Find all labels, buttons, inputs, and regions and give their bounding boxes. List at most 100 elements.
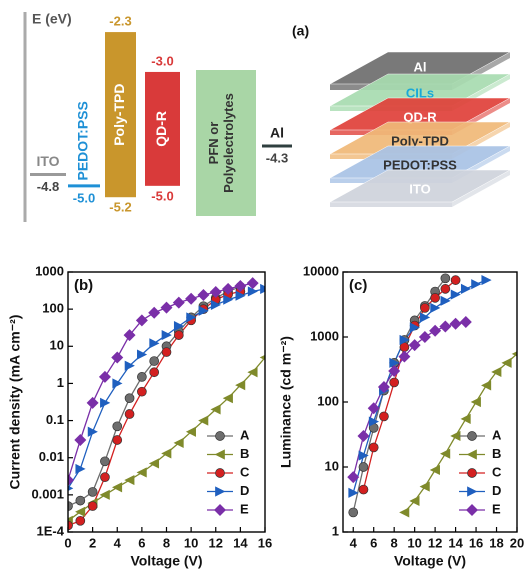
marker xyxy=(113,422,122,431)
level-label: -5.0 xyxy=(151,188,173,203)
plot-area xyxy=(348,274,522,517)
level-label: -3.0 xyxy=(151,53,173,68)
marker xyxy=(359,451,368,460)
axis-label: E (eV) xyxy=(32,11,72,27)
x-tick-label: 20 xyxy=(510,535,524,550)
series-line xyxy=(68,283,253,480)
series-line xyxy=(68,358,265,521)
legend-label: B xyxy=(240,446,249,461)
layer-name: ITO xyxy=(409,181,430,196)
y-tick-label: 1 xyxy=(332,523,339,538)
x-tick-label: 16 xyxy=(258,535,272,550)
material-name-box: PFN or Polyelectrolytes xyxy=(206,73,246,213)
marker xyxy=(113,379,122,388)
x-tick-label: 10 xyxy=(184,535,198,550)
marker xyxy=(359,463,368,472)
level-label: -4.3 xyxy=(266,150,288,165)
level-label: -5.0 xyxy=(73,190,95,205)
level-label: -5.2 xyxy=(109,200,131,215)
marker xyxy=(173,297,184,308)
legend-label: E xyxy=(240,501,249,516)
legend-label: A xyxy=(240,427,250,442)
marker xyxy=(441,449,450,458)
x-tick-label: 14 xyxy=(233,535,248,550)
marker xyxy=(162,331,171,340)
marker xyxy=(472,398,481,407)
legend-marker xyxy=(215,505,226,516)
marker xyxy=(482,381,491,390)
y-tick-label: 0.01 xyxy=(39,449,64,464)
marker xyxy=(441,274,450,283)
marker xyxy=(88,427,97,436)
marker xyxy=(112,352,123,363)
marker xyxy=(137,372,146,381)
marker xyxy=(100,398,109,407)
y-tick-label: 0.1 xyxy=(46,412,64,427)
legend-marker xyxy=(468,469,477,478)
marker xyxy=(113,435,122,444)
legend-marker xyxy=(468,450,477,459)
series-line xyxy=(68,289,265,488)
x-tick-label: 6 xyxy=(138,535,145,550)
y-axis-label: Luminance (cd m⁻²) xyxy=(278,336,294,468)
marker xyxy=(125,394,134,403)
x-tick-label: 8 xyxy=(163,535,170,550)
marker xyxy=(451,431,460,440)
y-tick-label: 1E-4 xyxy=(37,523,65,538)
marker xyxy=(450,318,461,329)
marker xyxy=(390,378,399,387)
marker xyxy=(76,516,85,525)
x-tick-label: 12 xyxy=(428,535,442,550)
marker xyxy=(174,331,183,340)
level-label: -4.8 xyxy=(37,179,59,194)
legend-label: B xyxy=(492,446,501,461)
marker xyxy=(461,284,470,293)
marker xyxy=(359,485,368,494)
marker xyxy=(100,490,109,499)
material-name: ITO xyxy=(36,153,59,169)
marker xyxy=(76,507,85,516)
material-name: PFN or Polyelectrolytes xyxy=(206,73,236,213)
marker xyxy=(472,280,481,289)
marker xyxy=(162,348,171,357)
marker xyxy=(430,325,441,336)
marker xyxy=(400,508,409,517)
legend-label: C xyxy=(492,464,502,479)
marker xyxy=(441,284,450,293)
x-tick-label: 10 xyxy=(407,535,421,550)
series-line xyxy=(364,280,456,489)
marker xyxy=(461,414,470,423)
marker xyxy=(460,317,471,328)
layer-name: Al xyxy=(414,59,427,74)
panel-label: (b) xyxy=(74,277,93,294)
figure: E (eV)(a)-4.8ITO-5.0PEDOT:PSS-2.3-5.2Pol… xyxy=(0,0,527,581)
marker xyxy=(99,371,110,382)
marker xyxy=(125,410,134,419)
marker xyxy=(451,276,460,285)
x-tick-label: 2 xyxy=(89,535,96,550)
x-tick-label: 4 xyxy=(114,535,122,550)
x-tick-label: 18 xyxy=(489,535,503,550)
y-tick-label: 1000 xyxy=(310,328,339,343)
marker xyxy=(76,496,85,505)
marker xyxy=(150,339,159,348)
material-name: Al xyxy=(270,125,284,141)
y-tick-label: 10 xyxy=(325,458,339,473)
marker xyxy=(88,502,97,511)
plot-frame xyxy=(343,272,517,532)
material-name: QD-R xyxy=(153,111,169,147)
panel-label: (a) xyxy=(292,23,309,39)
marker xyxy=(100,457,109,466)
marker xyxy=(349,508,358,517)
y-axis-label: Current density (mA cm⁻²) xyxy=(7,315,23,490)
y-tick-label: 100 xyxy=(317,393,339,408)
x-tick-label: 0 xyxy=(64,535,71,550)
marker xyxy=(149,307,160,318)
series-line xyxy=(353,280,486,493)
marker xyxy=(76,464,85,473)
marker xyxy=(150,368,159,377)
legend-marker xyxy=(468,432,477,441)
marker xyxy=(420,482,429,491)
marker xyxy=(358,430,369,441)
legend-marker xyxy=(216,432,225,441)
